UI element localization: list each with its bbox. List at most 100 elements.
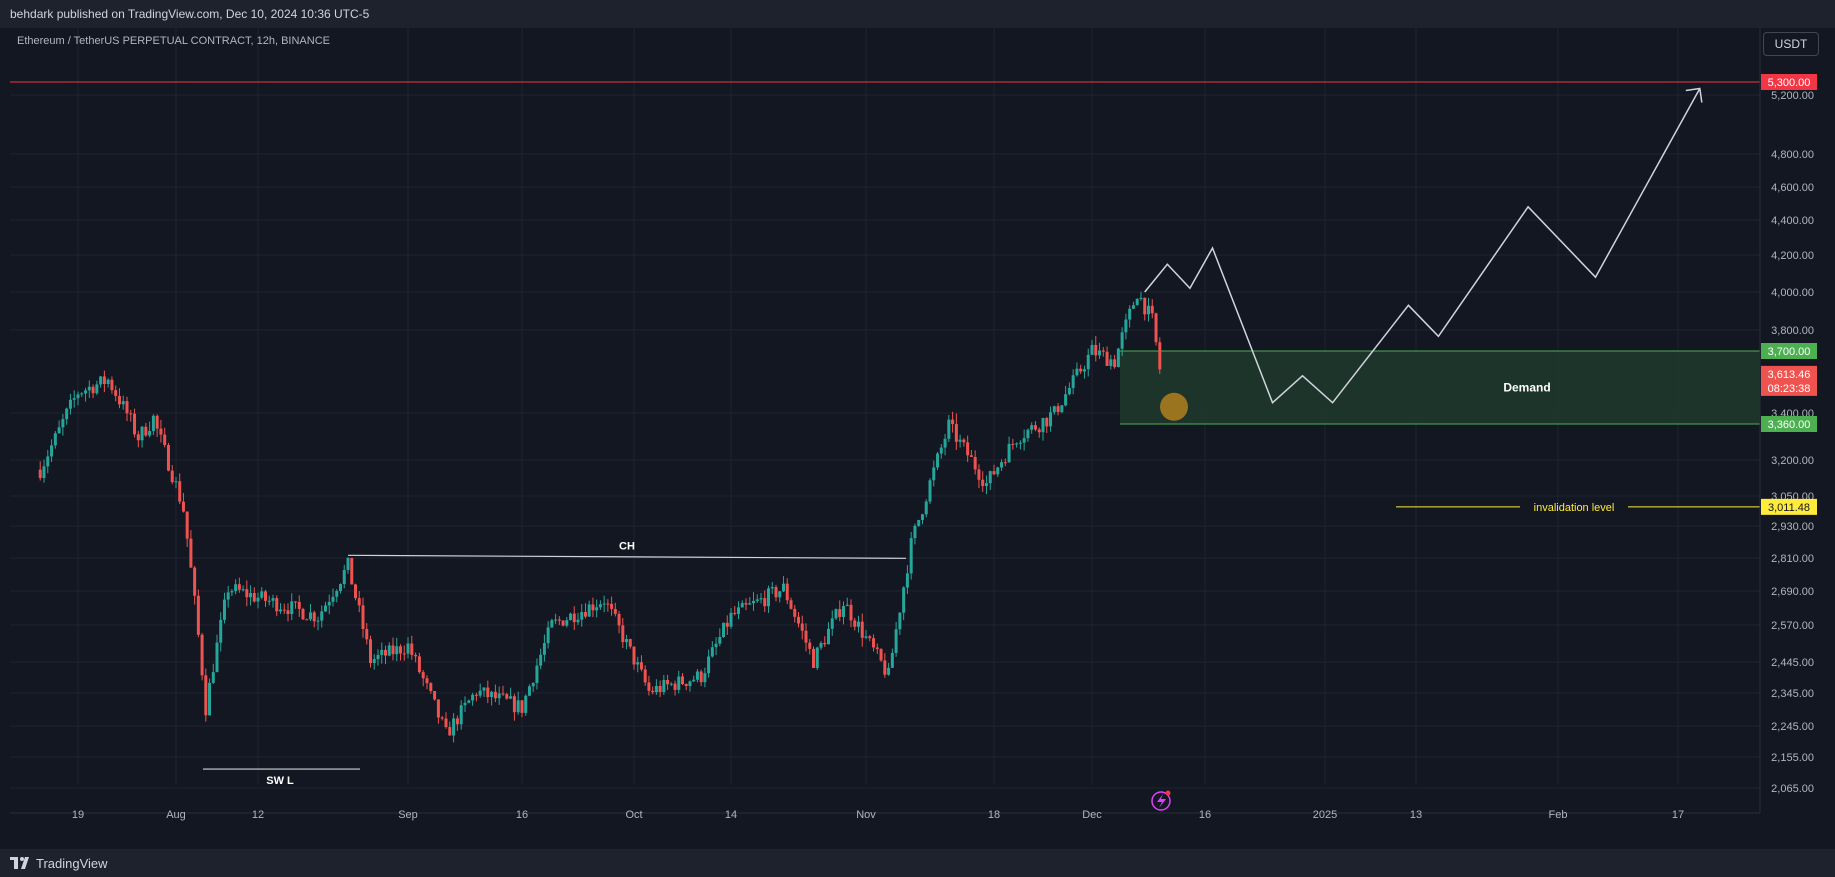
candle-body bbox=[1098, 350, 1102, 356]
candle-body bbox=[539, 654, 543, 666]
candle-body bbox=[527, 686, 531, 696]
candle bbox=[204, 668, 208, 722]
candle bbox=[189, 530, 193, 568]
candle-body bbox=[853, 620, 857, 627]
candle bbox=[958, 434, 962, 448]
candle-body bbox=[654, 685, 658, 693]
time-tick-label: 12 bbox=[252, 809, 264, 821]
candle-body bbox=[587, 604, 591, 617]
candle-body bbox=[252, 593, 256, 602]
candle-body bbox=[136, 434, 140, 441]
candle bbox=[883, 653, 887, 678]
price-chart[interactable]: CH SW L Demand invalidation level 5,200.00 4… bbox=[0, 28, 1835, 849]
candle bbox=[1098, 342, 1102, 360]
candle bbox=[520, 700, 524, 718]
invalidation-price-label-box bbox=[1761, 498, 1817, 515]
currency-button[interactable]: USDT bbox=[1763, 32, 1819, 56]
candle-body bbox=[376, 654, 380, 660]
candle bbox=[1049, 406, 1053, 432]
candle bbox=[587, 600, 591, 617]
candle-body bbox=[369, 639, 372, 663]
candle bbox=[482, 687, 486, 697]
candle-body bbox=[936, 453, 940, 468]
candle-body bbox=[384, 649, 387, 656]
candle bbox=[121, 395, 125, 410]
candle bbox=[264, 589, 267, 607]
candle bbox=[290, 593, 294, 621]
candle bbox=[763, 590, 767, 613]
candle-body bbox=[958, 439, 962, 442]
candle bbox=[309, 604, 312, 622]
candle-body bbox=[509, 696, 513, 699]
candle-body bbox=[800, 623, 804, 631]
candle-body bbox=[688, 681, 692, 686]
candle bbox=[490, 690, 494, 706]
candle bbox=[639, 655, 643, 672]
candle-body bbox=[774, 587, 778, 598]
candle-body bbox=[324, 605, 327, 612]
candle bbox=[1071, 369, 1075, 395]
candle bbox=[433, 691, 437, 701]
countdown-text: 08:23:38 bbox=[1768, 383, 1811, 395]
candle bbox=[849, 599, 853, 628]
candle bbox=[1105, 346, 1109, 367]
chart-zones bbox=[10, 81, 1760, 425]
candle-body bbox=[1052, 406, 1056, 413]
candle bbox=[1018, 440, 1022, 450]
candle-body bbox=[99, 376, 103, 385]
candle-body bbox=[264, 591, 267, 601]
candle bbox=[267, 595, 271, 606]
candle bbox=[1154, 312, 1158, 346]
candle-body bbox=[230, 591, 234, 593]
candle bbox=[977, 464, 981, 489]
candle-body bbox=[531, 683, 535, 687]
candle-body bbox=[868, 636, 872, 639]
candle-body bbox=[748, 603, 752, 605]
candle-body bbox=[249, 593, 253, 598]
candle-body bbox=[565, 620, 569, 626]
candle bbox=[984, 475, 988, 495]
price-tick-label: 3,800.00 bbox=[1771, 325, 1814, 337]
candle-body bbox=[969, 455, 973, 457]
candle bbox=[740, 600, 744, 608]
candle bbox=[857, 615, 860, 633]
candle bbox=[936, 452, 940, 470]
candle-body bbox=[1026, 429, 1030, 439]
candle bbox=[114, 385, 118, 402]
candle-body bbox=[516, 700, 520, 713]
candle-body bbox=[425, 678, 429, 684]
candle-body bbox=[1128, 308, 1132, 320]
candle-body bbox=[857, 621, 860, 627]
candle bbox=[222, 592, 226, 624]
candle-body bbox=[947, 419, 951, 439]
price-tick-label: 2,345.00 bbox=[1771, 688, 1814, 700]
candle-body bbox=[282, 609, 286, 611]
candle-body bbox=[372, 659, 376, 663]
candle-body bbox=[864, 636, 868, 638]
candle bbox=[1041, 417, 1045, 441]
symbol-title[interactable]: Ethereum / TetherUS PERPETUAL CONTRACT, … bbox=[17, 35, 330, 47]
candle bbox=[580, 603, 584, 627]
candle-body bbox=[951, 419, 955, 425]
candle bbox=[335, 589, 339, 603]
candle-body bbox=[365, 629, 369, 640]
candle bbox=[860, 613, 864, 647]
candle bbox=[834, 608, 838, 620]
candle-body bbox=[387, 645, 391, 656]
candle bbox=[493, 684, 497, 703]
candle-body bbox=[842, 606, 845, 617]
candle bbox=[778, 590, 782, 603]
candle-body bbox=[725, 622, 729, 627]
candle bbox=[677, 670, 681, 694]
tradingview-logo[interactable]: TradingView bbox=[10, 856, 108, 871]
candle-body bbox=[478, 690, 482, 696]
candle-body bbox=[234, 584, 238, 592]
candle bbox=[38, 461, 42, 481]
candle-body bbox=[189, 538, 193, 568]
price-tick-label: 2,570.00 bbox=[1771, 620, 1814, 632]
candle-body bbox=[95, 384, 99, 394]
demand-bottom-price-label-text: 3,360.00 bbox=[1768, 419, 1811, 431]
candle-body bbox=[61, 419, 65, 428]
candle bbox=[286, 603, 290, 622]
candle-body bbox=[444, 718, 448, 728]
